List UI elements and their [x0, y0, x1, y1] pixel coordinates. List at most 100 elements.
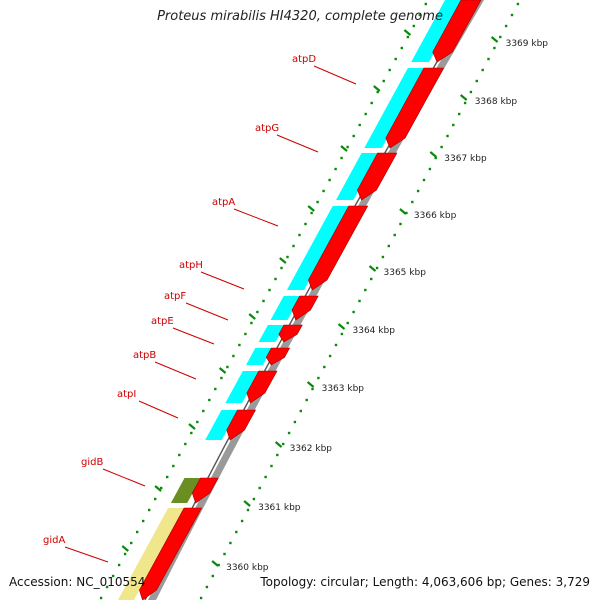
- kbp-tick: [368, 265, 377, 272]
- inner-dot: [184, 442, 187, 446]
- cds-arrow: [308, 205, 369, 291]
- outer-dot: [516, 2, 520, 6]
- inner-dot: [280, 266, 283, 270]
- inner-tick: [154, 485, 162, 492]
- inner-dot: [190, 431, 193, 435]
- gene-label-atpd: atpD: [292, 54, 316, 65]
- kbp-tick-label: 3362 kbp: [290, 444, 333, 454]
- outer-dot: [199, 596, 203, 600]
- inner-dot: [424, 2, 427, 6]
- category-block: [118, 508, 185, 600]
- cds-arrow: [226, 409, 257, 441]
- accession-label: Accession: NC_010554: [9, 575, 146, 589]
- gene-label-atpf: atpF: [164, 291, 186, 302]
- outer-dot: [258, 486, 261, 490]
- inner-dot: [202, 409, 205, 413]
- gene-leader-line: [64, 546, 109, 563]
- inner-tick: [248, 313, 256, 320]
- category-block: [170, 478, 201, 503]
- inner-dot: [123, 552, 127, 556]
- outer-dot: [287, 431, 291, 435]
- inner-dot: [130, 541, 133, 545]
- inner-tick: [279, 257, 287, 264]
- outer-dot: [240, 519, 244, 523]
- cds-arrow: [139, 507, 203, 600]
- inner-tick: [121, 545, 130, 552]
- kbp-tick: [243, 500, 251, 507]
- outer-dot: [235, 530, 238, 534]
- inner-dot: [316, 200, 319, 204]
- category-block: [336, 153, 380, 200]
- gene-label-gida: gidA: [43, 535, 65, 546]
- outer-dot: [440, 145, 443, 149]
- kbp-tick: [399, 208, 407, 215]
- kbp-tick: [429, 151, 438, 158]
- inner-tick: [307, 205, 315, 212]
- cds-arrow: [191, 477, 219, 504]
- gene-leader-line: [154, 361, 197, 380]
- kbp-tick-label: 3369 kbp: [506, 39, 549, 49]
- gene-leader-line: [185, 302, 229, 321]
- inner-dot: [370, 101, 373, 105]
- outer-dot: [481, 68, 484, 72]
- outer-dot: [282, 442, 285, 446]
- inner-tick: [340, 145, 348, 152]
- inner-dot: [334, 167, 337, 171]
- outer-dot: [393, 233, 396, 237]
- inner-dot: [418, 13, 421, 17]
- inner-tick: [403, 29, 412, 36]
- outer-dot: [458, 112, 461, 116]
- kbp-tick: [211, 560, 219, 567]
- inner-dot: [220, 376, 223, 380]
- inner-dot: [208, 398, 211, 402]
- inner-dot: [226, 365, 229, 369]
- genome-summary: Topology: circular; Length: 4,063,606 bp…: [260, 575, 590, 589]
- inner-dot: [178, 453, 181, 457]
- outer-dot: [487, 57, 490, 61]
- outer-dot: [370, 277, 373, 281]
- gene-leader-line: [102, 468, 146, 487]
- inner-dot: [292, 244, 295, 248]
- outer-dot: [311, 387, 314, 391]
- outer-dot: [381, 255, 385, 259]
- outer-dot: [328, 354, 332, 358]
- cds-arrow: [278, 324, 303, 343]
- inner-dot: [256, 310, 259, 314]
- gene-leader-line: [233, 208, 279, 227]
- outer-dot: [223, 552, 226, 556]
- category-block: [225, 371, 260, 403]
- gene-leader-line: [172, 327, 215, 345]
- inner-dot: [412, 24, 415, 28]
- category-block: [258, 325, 285, 342]
- kbp-tick-label: 3366 kbp: [414, 211, 457, 221]
- inner-dot: [406, 35, 409, 39]
- inner-dot: [136, 530, 139, 534]
- backbone-shadow: [148, 0, 484, 600]
- outer-dot: [375, 266, 379, 270]
- outer-dot: [422, 178, 426, 182]
- inner-tick: [373, 85, 381, 92]
- inner-dot: [352, 134, 355, 138]
- inner-dot: [117, 563, 121, 567]
- inner-dot: [172, 464, 175, 468]
- inner-dot: [232, 354, 235, 358]
- outer-dot: [387, 244, 390, 248]
- kbp-tick-label: 3367 kbp: [444, 154, 487, 164]
- gene-leader-line: [276, 134, 319, 153]
- inner-dot: [268, 288, 271, 292]
- outer-dot: [499, 35, 502, 39]
- kbp-tick: [490, 36, 499, 43]
- inner-dot: [298, 233, 301, 237]
- outer-dot: [252, 497, 256, 501]
- inner-dot: [400, 46, 403, 50]
- outer-dot: [428, 167, 432, 171]
- outer-dot: [317, 376, 320, 380]
- cds-arrow: [246, 370, 278, 404]
- gene-label-atpg: atpG: [255, 123, 279, 134]
- inner-dot: [322, 189, 325, 193]
- inner-dot: [394, 57, 397, 61]
- outer-dot: [416, 189, 420, 193]
- cds-arrow: [357, 152, 398, 201]
- inner-dot: [160, 486, 163, 490]
